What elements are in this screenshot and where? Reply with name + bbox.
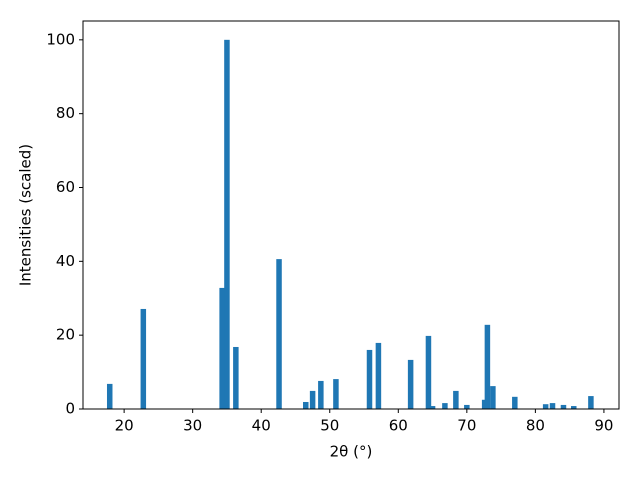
- bar: [542, 404, 549, 409]
- x-tick-label: 50: [320, 417, 339, 435]
- bar: [309, 390, 316, 409]
- bar: [303, 401, 309, 409]
- bar: [106, 383, 113, 409]
- bar: [429, 406, 436, 409]
- x-tick-label: 30: [183, 417, 202, 435]
- x-tick-label: 90: [594, 417, 613, 435]
- x-tick-label: 80: [526, 417, 545, 435]
- x-tick-label: 70: [457, 417, 476, 435]
- bar: [407, 359, 414, 409]
- y-tick-label: 100: [46, 30, 75, 48]
- bar: [233, 346, 239, 409]
- bar: [490, 386, 496, 409]
- bar: [464, 404, 470, 409]
- bar: [140, 308, 147, 409]
- bar: [442, 403, 448, 409]
- bar: [549, 403, 556, 409]
- y-tick-label: 60: [56, 178, 75, 196]
- x-tick-label: 20: [115, 417, 134, 435]
- bar: [560, 404, 567, 409]
- bar: [219, 287, 225, 409]
- bar: [588, 396, 594, 409]
- y-axis-label: Intensities (scaled): [17, 144, 35, 286]
- bar: [571, 406, 577, 409]
- bar: [366, 349, 373, 409]
- y-tick-label: 40: [56, 252, 75, 270]
- bar: [453, 390, 459, 409]
- bar: [484, 324, 491, 409]
- x-axis-label: 2θ (°): [330, 443, 373, 461]
- bar: [276, 259, 282, 409]
- bar: [333, 379, 339, 409]
- x-tick-label: 40: [252, 417, 271, 435]
- bar: [375, 342, 382, 409]
- x-tick-label: 60: [389, 417, 408, 435]
- y-tick-label: 0: [65, 400, 75, 418]
- bar: [425, 335, 432, 409]
- plot-frame: [82, 20, 620, 410]
- bar: [512, 396, 518, 409]
- bar: [318, 380, 324, 409]
- y-tick-label: 80: [56, 104, 75, 122]
- bar: [224, 39, 230, 409]
- y-tick-label: 20: [56, 326, 75, 344]
